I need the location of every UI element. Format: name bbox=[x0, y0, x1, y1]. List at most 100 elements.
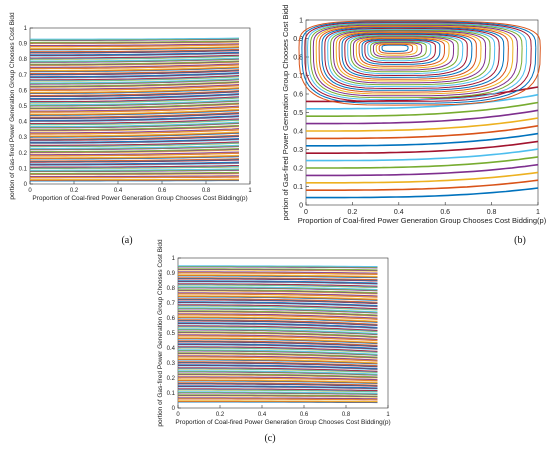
trajectory-line bbox=[30, 103, 240, 110]
trajectory-line bbox=[178, 367, 378, 372]
trajectory-line bbox=[178, 293, 378, 298]
trajectory-line bbox=[30, 105, 240, 112]
orbit-line bbox=[361, 38, 441, 65]
trajectory-line bbox=[178, 275, 378, 279]
y-tick-label: 1 bbox=[299, 17, 303, 24]
caption-c: (c) bbox=[264, 433, 276, 444]
orbit-line bbox=[364, 39, 436, 63]
trajectory-line bbox=[178, 391, 378, 394]
trajectory-line bbox=[178, 346, 378, 352]
trajectory-line bbox=[178, 304, 378, 310]
trajectory-line bbox=[30, 67, 240, 73]
trajectory-line bbox=[30, 99, 240, 106]
trajectory-line bbox=[30, 82, 240, 88]
trajectory-line bbox=[30, 159, 240, 163]
chart-a-svg: 0 0.2 0.4 0.6 0.8 1 0 0.1 0.2 0.3 0.4 0.5 0.6 0.7 0.8 0… bbox=[9, 12, 252, 202]
x-tick-label: 0 bbox=[176, 412, 180, 418]
trajectory-line bbox=[30, 55, 240, 60]
trajectory-line bbox=[178, 389, 378, 393]
trajectory-line bbox=[30, 52, 240, 57]
trajectory-line bbox=[178, 328, 378, 335]
trajectory-line bbox=[178, 385, 378, 389]
orbit-line bbox=[321, 27, 505, 91]
trajectory-line bbox=[30, 116, 240, 123]
y-tick-label: 0.7 bbox=[19, 73, 28, 79]
trajectory-line bbox=[30, 37, 240, 40]
trajectory-line bbox=[30, 136, 240, 141]
trajectory-line bbox=[30, 158, 240, 162]
trajectory-line bbox=[30, 38, 240, 42]
trajectory-line bbox=[30, 38, 240, 41]
trajectory-group bbox=[178, 265, 378, 404]
trajectory-line bbox=[30, 125, 240, 131]
chart-b-svg: 0 0.2 0.4 0.6 0.8 1 0 0.1 0.2 0.3 0.4 0.5 0.6 0.7 0.8 0… bbox=[281, 5, 547, 225]
trajectory-line bbox=[30, 108, 240, 115]
trajectory-line bbox=[30, 144, 240, 149]
caption-a: (a) bbox=[121, 235, 133, 246]
trajectory-line bbox=[30, 66, 240, 72]
trajectory-line bbox=[178, 388, 378, 392]
y-tick-label: 0.2 bbox=[293, 165, 303, 172]
trajectory-line bbox=[178, 295, 378, 300]
x-tick-label: 1 bbox=[536, 209, 540, 216]
orbit-line bbox=[301, 21, 537, 104]
trajectory-line bbox=[178, 347, 378, 354]
trajectory-line bbox=[178, 265, 378, 268]
trajectory-line bbox=[178, 397, 378, 400]
orbit-line bbox=[358, 37, 445, 67]
x-tick-label: 0 bbox=[28, 188, 32, 194]
trajectory-line bbox=[178, 286, 378, 291]
trajectory-line bbox=[306, 171, 539, 184]
trajectory-line bbox=[178, 278, 378, 282]
trajectory-line bbox=[30, 93, 240, 100]
orbit-line bbox=[329, 29, 491, 86]
trajectory-line bbox=[30, 122, 240, 128]
trajectory-line bbox=[178, 326, 378, 333]
trajectory-line bbox=[30, 175, 239, 178]
trajectory-line bbox=[30, 87, 240, 93]
trajectory-line bbox=[178, 299, 378, 305]
trajectory-line bbox=[30, 96, 240, 103]
trajectory-line bbox=[178, 335, 378, 342]
trajectory-line bbox=[306, 179, 539, 191]
trajectory-line bbox=[30, 80, 240, 87]
trajectory-line bbox=[30, 60, 240, 66]
trajectory-line bbox=[178, 391, 378, 395]
orbit-line bbox=[372, 42, 423, 58]
trajectory-line bbox=[178, 367, 378, 373]
trajectory-line bbox=[178, 302, 378, 308]
y-axis-label: portion of Gas-fired Power Generation Gr… bbox=[9, 12, 16, 200]
y-tick-label: 0.5 bbox=[19, 104, 28, 110]
x-tick-label: 0.6 bbox=[440, 209, 450, 216]
orbit-line bbox=[381, 44, 409, 53]
trajectory-line bbox=[30, 102, 240, 109]
trajectory-line bbox=[178, 301, 378, 307]
trajectory-line bbox=[178, 320, 378, 327]
caption-b: (b) bbox=[514, 235, 526, 246]
trajectory-line bbox=[178, 319, 378, 325]
trajectory-line bbox=[306, 140, 539, 154]
trajectory-line bbox=[178, 289, 378, 294]
trajectory-line bbox=[30, 66, 240, 71]
y-tick-label: 0.1 bbox=[293, 184, 303, 191]
trajectory-line bbox=[29, 84, 240, 90]
trajectory-line bbox=[178, 308, 378, 314]
trajectory-line bbox=[178, 292, 378, 297]
y-tick-label: 0 bbox=[299, 202, 303, 209]
trajectory-line bbox=[30, 122, 240, 129]
y-tick-label: 0 bbox=[172, 406, 176, 412]
trajectory-line bbox=[178, 271, 378, 274]
trajectory-line bbox=[30, 79, 240, 85]
orbit-line bbox=[347, 34, 464, 75]
y-tick-label: 0.6 bbox=[19, 88, 28, 94]
trajectory-line bbox=[30, 50, 240, 54]
trajectory-line bbox=[30, 40, 240, 43]
trajectory-line bbox=[178, 313, 378, 319]
trajectory-line bbox=[30, 126, 240, 132]
trajectory-line bbox=[30, 171, 239, 174]
trajectory-line bbox=[30, 132, 240, 138]
trajectory-line bbox=[30, 103, 240, 110]
trajectory-line bbox=[178, 355, 378, 362]
trajectory-line bbox=[306, 187, 539, 199]
trajectory-line bbox=[30, 164, 240, 168]
